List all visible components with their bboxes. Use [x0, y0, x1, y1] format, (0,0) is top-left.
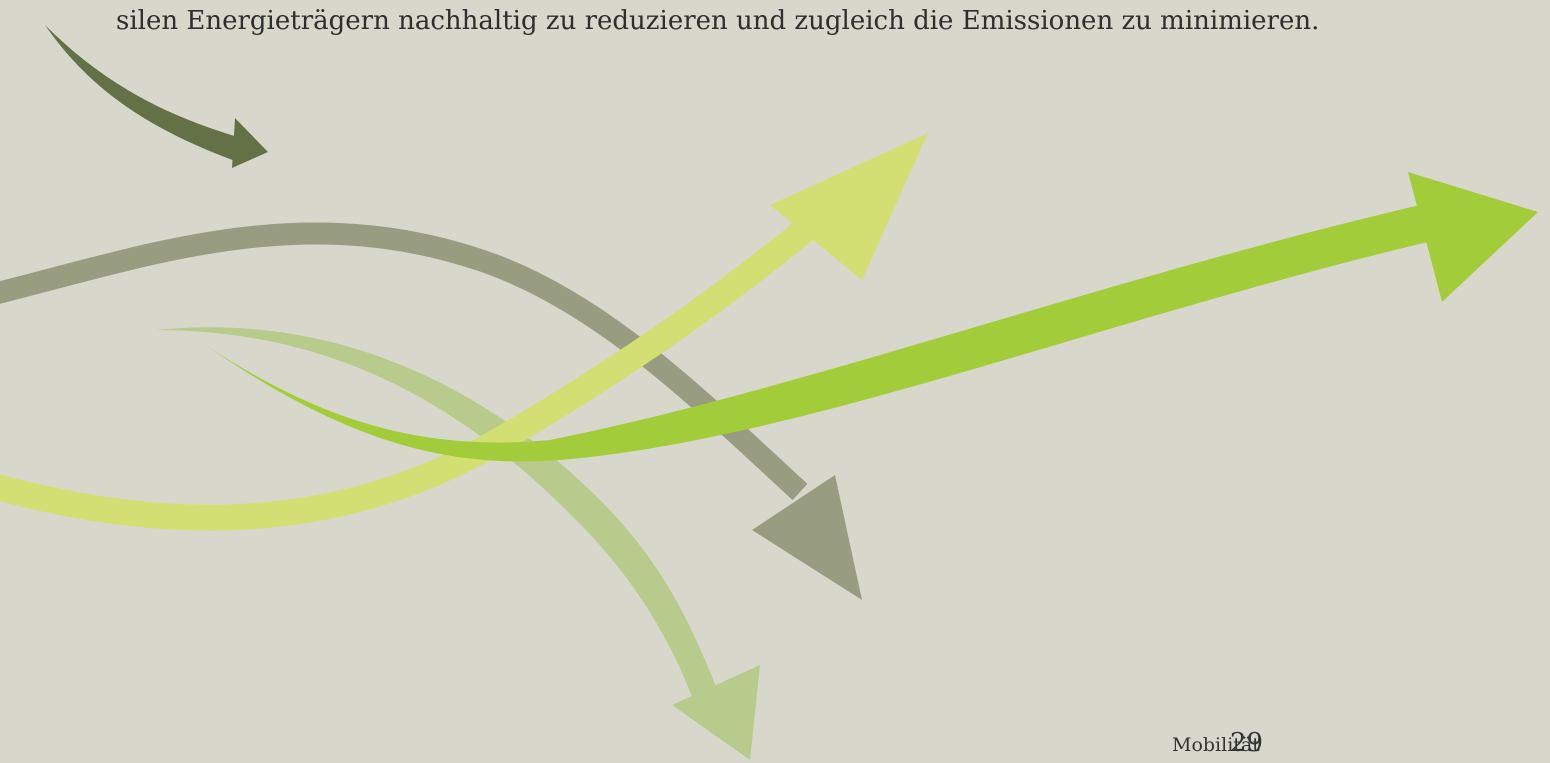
yellow-green-arrow: [0, 133, 928, 531]
section-name: Mobilität: [1172, 734, 1260, 756]
bright-green-arrow: [205, 172, 1538, 462]
body-text: silen Energieträgern nachhaltig zu reduz…: [116, 6, 1320, 36]
grey-arrow: [0, 222, 862, 600]
pale-green-arrow: [155, 327, 760, 760]
dark-arrow: [45, 25, 268, 168]
page-number: 29: [1230, 728, 1264, 758]
